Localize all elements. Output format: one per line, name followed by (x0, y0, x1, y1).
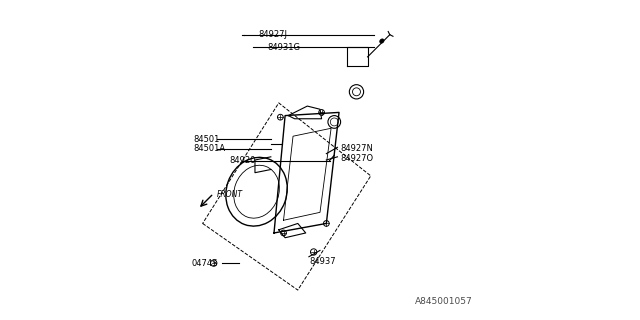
Text: 84927J: 84927J (258, 30, 287, 39)
Text: 0474S: 0474S (191, 259, 218, 268)
Text: —: — (223, 136, 230, 142)
Ellipse shape (380, 39, 384, 43)
Text: 84927O: 84927O (340, 154, 374, 163)
Text: FRONT: FRONT (217, 190, 243, 199)
Text: 84937: 84937 (309, 257, 335, 266)
Text: 84920: 84920 (230, 156, 256, 165)
Text: —: — (223, 146, 230, 152)
Text: A845001057: A845001057 (415, 297, 472, 306)
Text: 84501: 84501 (193, 135, 220, 144)
Text: 84931G: 84931G (268, 43, 301, 52)
Text: 84501A: 84501A (193, 144, 225, 153)
Text: 84927N: 84927N (340, 144, 374, 153)
